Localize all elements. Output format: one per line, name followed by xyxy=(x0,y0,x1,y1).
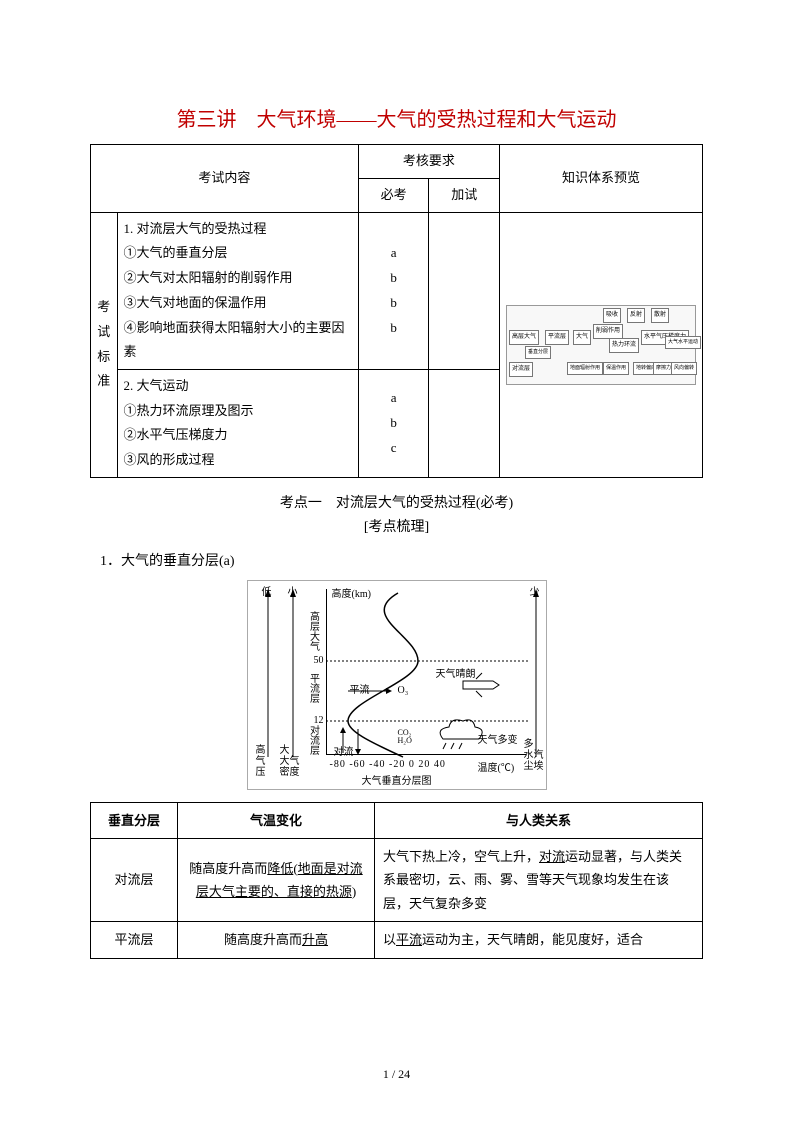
atmosphere-layer-diagram: 高度(km) 低 小 少 高 气 压 大 大气 密度 多 水汽 尘埃 高层大气 … xyxy=(247,580,547,790)
sec1-req: a b b b xyxy=(358,212,429,369)
t2-r1c2: 随高度升高而降低(地面是对流层大气主要的、直接的热源) xyxy=(178,839,375,922)
t2-r2c3: 以平流运动为主，天气晴朗，能见度好，适合 xyxy=(375,922,703,958)
sec1-item-1: ①大气的垂直分层 xyxy=(124,241,352,266)
sec1-item-2: ②大气对太阳辐射的削弱作用 xyxy=(124,266,352,291)
t2-h2: 气温变化 xyxy=(178,802,375,838)
layer-table: 垂直分层 气温变化 与人类关系 对流层 随高度升高而降低(地面是对流层大气主要的… xyxy=(90,802,703,959)
side-label: 考试标准 xyxy=(91,212,118,477)
diagram-caption: 大气垂直分层图 xyxy=(248,772,546,787)
point-title: 考点一 对流层大气的受热过程(必考) xyxy=(90,492,703,512)
t2-r2c1: 平流层 xyxy=(91,922,178,958)
sec2-title: 2. 大气运动 xyxy=(124,374,352,399)
sec1-addreq xyxy=(429,212,500,369)
sort-title: [考点梳理] xyxy=(90,516,703,536)
knowledge-preview-diagram: 吸收 反射 散射 高层大气 平流层 大气 削弱作用 热力环流 水平气压梯度力 大… xyxy=(506,305,696,385)
col-req: 考核要求 xyxy=(358,145,499,179)
sec2-item-1: ①热力环流原理及图示 xyxy=(124,399,352,424)
sec1-title: 1. 对流层大气的受热过程 xyxy=(124,217,352,242)
page-title: 第三讲 大气环境——大气的受热过程和大气运动 xyxy=(90,103,703,132)
t2-r2c2: 随高度升高而升高 xyxy=(178,922,375,958)
paragraph-1: 1．大气的垂直分层(a) xyxy=(100,550,703,570)
sec1-item-3: ③大气对地面的保温作用 xyxy=(124,291,352,316)
sec2-item-3: ③风的形成过程 xyxy=(124,448,352,473)
standards-table: 考试内容 考核要求 知识体系预览 必考 加试 考试标准 1. 对流层大气的受热过… xyxy=(90,144,703,477)
t2-h1: 垂直分层 xyxy=(91,802,178,838)
t2-r1c3: 大气下热上冷，空气上升，对流运动显著，与人类关系最密切，云、雨、雾、雪等天气现象… xyxy=(375,839,703,922)
col-req2: 加试 xyxy=(429,179,500,213)
knowledge-preview-cell: 吸收 反射 散射 高层大气 平流层 大气 削弱作用 热力环流 水平气压梯度力 大… xyxy=(500,212,703,477)
t2-h3: 与人类关系 xyxy=(375,802,703,838)
section1-cell: 1. 对流层大气的受热过程 ①大气的垂直分层 ②大气对太阳辐射的削弱作用 ③大气… xyxy=(117,212,358,369)
sec1-item-4: ④影响地面获得太阳辐射大小的主要因素 xyxy=(124,316,352,365)
col-req1: 必考 xyxy=(358,179,429,213)
col-content: 考试内容 xyxy=(91,145,359,212)
section2-cell: 2. 大气运动 ①热力环流原理及图示 ②水平气压梯度力 ③风的形成过程 xyxy=(117,369,358,477)
sec2-item-2: ②水平气压梯度力 xyxy=(124,423,352,448)
sec2-addreq xyxy=(429,369,500,477)
sec2-req: a b c xyxy=(358,369,429,477)
col-preview: 知识体系预览 xyxy=(500,145,703,212)
t2-r1c1: 对流层 xyxy=(91,839,178,922)
page-number: 1 / 24 xyxy=(0,1067,793,1082)
